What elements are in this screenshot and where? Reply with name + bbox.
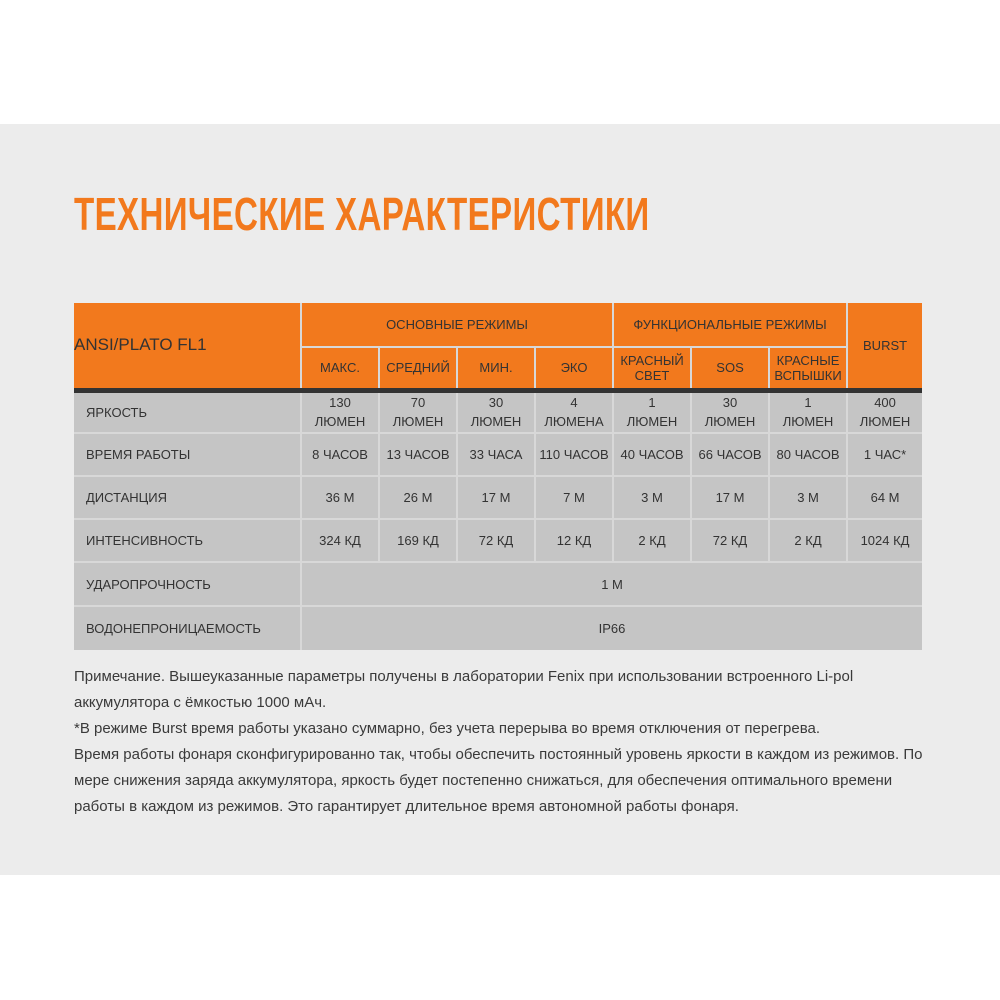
mode-header-eco: ЭКО [533,346,615,393]
spec-value: 8 ЧАСОВ [300,432,380,477]
spec-value: 12 КД [533,518,615,563]
spec-value: 3 М [768,475,849,520]
spec-value: 36 М [300,475,380,520]
group-functional-modes: ФУНКЦИОНАЛЬНЫЕ РЕЖИМЫ [612,302,849,348]
spec-value: 72 КД [456,518,536,563]
spec-table: ANSI/PLATO FL1 ОСНОВНЫЕ РЕЖИМЫ ФУНКЦИОНА… [73,302,924,651]
row-waterproofing: ВОДОНЕПРОНИЦАЕМОСТЬ IP66 [73,605,924,651]
spec-value: 1 ЧАС* [846,432,924,477]
mode-header-mid: СРЕДНИЙ [378,346,458,393]
spec-value: 130 ЛЮМЕН [300,389,380,434]
note-line: Время работы фонаря сконфигурированно та… [74,746,923,815]
burst-header: BURST [846,302,924,393]
spec-value: 2 КД [768,518,849,563]
spec-value: 64 М [846,475,924,520]
mode-header-min: МИН. [456,346,536,393]
spec-value: 72 КД [690,518,771,563]
row-distance: ДИСТАНЦИЯ 36 М 26 М 17 М 7 М 3 М 17 М 3 … [73,475,924,520]
spec-value: 3 М [612,475,693,520]
spec-value: 169 КД [378,518,458,563]
spec-value: 17 М [690,475,771,520]
row-runtime: ВРЕМЯ РАБОТЫ 8 ЧАСОВ 13 ЧАСОВ 33 ЧАСА 11… [73,432,924,477]
spec-value: 110 ЧАСОВ [533,432,615,477]
mode-header-red-light: КРАСНЫЙ СВЕТ [612,346,693,393]
spec-value: 17 М [456,475,536,520]
group-basic-modes: ОСНОВНЫЕ РЕЖИМЫ [299,302,615,348]
row-label: ДИСТАНЦИЯ [73,475,302,520]
note-line: *В режиме Burst время работы указано сум… [74,720,821,737]
note-line: Примечание. Вышеуказанные параметры полу… [74,668,854,711]
notes: Примечание. Вышеуказанные параметры полу… [74,664,932,820]
spec-value: 2 КД [612,518,693,563]
row-label: УДАРОПРОЧНОСТЬ [73,561,302,607]
mode-header-max: МАКС. [300,346,380,393]
spec-value: 1 ЛЮМЕН [612,389,693,434]
corner-cell: ANSI/PLATO FL1 [73,302,302,393]
row-brightness: ЯРКОСТЬ 130 ЛЮМЕН 70 ЛЮМЕН 30 ЛЮМЕН 4 ЛЮ… [73,389,924,434]
spec-value: IP66 [299,605,924,651]
row-impact-resistance: УДАРОПРОЧНОСТЬ 1 М [73,561,924,607]
spec-value: 4 ЛЮМЕНА [533,389,615,434]
spec-value: 33 ЧАСА [456,432,536,477]
mode-header-sos: SOS [690,346,771,393]
row-label: ИНТЕНСИВНОСТЬ [73,518,302,563]
spec-value: 40 ЧАСОВ [612,432,693,477]
spec-value: 26 М [378,475,458,520]
spec-value: 324 КД [300,518,380,563]
spec-value: 7 М [533,475,615,520]
row-label: ВРЕМЯ РАБОТЫ [73,432,302,477]
spec-value: 30 ЛЮМЕН [690,389,771,434]
spec-value: 400 ЛЮМЕН [846,389,924,434]
row-label: ЯРКОСТЬ [73,389,302,434]
row-intensity: ИНТЕНСИВНОСТЬ 324 КД 169 КД 72 КД 12 КД … [73,518,924,563]
table-header: ANSI/PLATO FL1 ОСНОВНЫЕ РЕЖИМЫ ФУНКЦИОНА… [73,302,924,393]
spec-value: 66 ЧАСОВ [690,432,771,477]
page-title: ТЕХНИЧЕСКИЕ ХАРАКТЕРИСТИКИ [74,188,650,240]
spec-value: 13 ЧАСОВ [378,432,458,477]
spec-value: 70 ЛЮМЕН [378,389,458,434]
spec-value: 1024 КД [846,518,924,563]
row-label: ВОДОНЕПРОНИЦАЕМОСТЬ [73,605,302,651]
spec-value: 30 ЛЮМЕН [456,389,536,434]
mode-header-red-flash: КРАСНЫЕ ВСПЫШКИ [768,346,849,393]
spec-value: 1 ЛЮМЕН [768,389,849,434]
spec-value: 1 М [299,561,924,607]
spec-value: 80 ЧАСОВ [768,432,849,477]
